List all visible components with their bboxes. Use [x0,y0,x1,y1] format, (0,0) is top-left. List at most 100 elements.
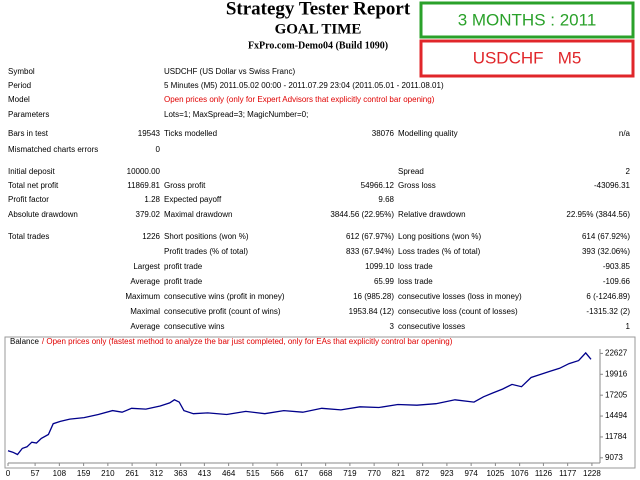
info-label: Parameters [8,110,49,119]
report-subtitle: GOAL TIME [275,21,362,37]
stat-label: consecutive losses [398,322,465,331]
stat-value: 1099.10 [365,262,394,271]
x-tick-label: 363 [174,469,188,478]
stat-label: loss trade [398,277,433,286]
x-tick-label: 108 [53,469,67,478]
chart-subtitle: / Open prices only (fastest method to an… [42,337,453,346]
stat-value: 2 [626,167,631,176]
stat-value: 0 [156,145,161,154]
info-label: Period [8,81,31,90]
stat-value: 614 (67.92%) [582,232,630,241]
stat-value: Average [130,322,160,331]
stat-label: Expected payoff [164,195,222,204]
x-tick-label: 872 [416,469,430,478]
stat-value: 54966.12 [361,181,395,190]
stat-label: consecutive wins (profit in money) [164,292,285,301]
period-badge [419,1,635,39]
stat-label: consecutive loss (count of losses) [398,307,518,316]
stat-label: profit trade [164,277,203,286]
stat-label: Mismatched charts errors [8,145,98,154]
stat-label: Total trades [8,232,49,241]
stat-value: 1226 [142,232,160,241]
stat-value: Maximal [130,307,160,316]
chart-frame [4,336,636,469]
stat-value: 612 (67.97%) [346,232,394,241]
info-value: USDCHF (US Dollar vs Swiss Franc) [164,67,295,76]
stat-value: 1953.84 (12) [349,307,395,316]
stat-value: 393 (32.06%) [582,247,630,256]
stat-value: -1315.32 (2) [586,307,630,316]
x-tick-label: 1126 [535,469,553,478]
stat-value: Maximum [125,292,160,301]
pair-badge-text: USDCHF M5 [473,48,582,67]
stat-value: 6 (-1246.89) [586,292,630,301]
stat-label: Spread [398,167,424,176]
stat-value: 11869.81 [127,181,160,190]
x-tick-label: 668 [319,469,333,478]
x-tick-label: 770 [367,469,381,478]
stat-value: 1 [626,322,631,331]
stat-value: 833 (67.94%) [346,247,394,256]
server-info: FxPro.com-Demo04 (Build 1090) [248,40,388,51]
balance-line [7,351,592,456]
stat-label: Short positions (won %) [164,232,249,241]
x-tick-label: 1177 [559,469,577,478]
x-tick-label: 57 [31,469,40,478]
y-tick-label: 11784 [605,432,627,441]
x-tick-label: 210 [101,469,115,478]
period-badge-text: 3 MONTHS : 2011 [458,10,597,29]
stat-label: consecutive profit (count of wins) [164,307,281,316]
info-value: Open prices only (only for Expert Adviso… [164,95,435,104]
x-tick-label: 159 [77,469,91,478]
stat-label: Relative drawdown [398,210,466,219]
y-tick-label: 14494 [605,411,628,420]
stat-value: 3 [390,322,395,331]
x-tick-label: 312 [150,469,164,478]
x-tick-label: 1228 [583,469,601,478]
report-title: Strategy Tester Report [226,0,411,19]
stat-value: 9.68 [378,195,394,204]
stat-label: consecutive losses (loss in money) [398,292,522,301]
stat-label: profit trade [164,262,203,271]
info-label: Model [8,95,30,104]
stat-value: 65.99 [374,277,395,286]
x-tick-label: 261 [125,469,139,478]
info-value: 5 Minutes (M5) 2011.05.02 00:00 - 2011.0… [164,81,444,90]
x-tick-label: 974 [464,469,478,478]
stat-label: Maximal drawdown [164,210,232,219]
stat-value: -109.66 [603,277,631,286]
stat-label: loss trade [398,262,433,271]
x-tick-label: 413 [198,469,212,478]
stat-label: Gross profit [164,181,206,190]
y-tick-label: 17205 [605,390,628,399]
y-tick-label: 9073 [605,453,623,462]
stat-value: -43096.31 [594,181,631,190]
x-tick-label: 617 [295,469,309,478]
stat-value: 379.02 [136,210,161,219]
stat-value: 3844.56 (22.95%) [330,210,394,219]
legend-entry: Balance [10,337,39,346]
stat-label: Loss trades (% of total) [398,247,481,256]
stat-label: Profit trades (% of total) [164,247,248,256]
info-label: Symbol [8,67,35,76]
stat-label: Bars in test [8,129,49,138]
stat-value: n/a [619,129,631,138]
x-tick-label: 515 [246,469,260,478]
stat-value: 38076 [372,129,395,138]
stat-value: -903.85 [603,262,631,271]
stat-label: Modelling quality [398,129,458,138]
x-tick-label: 719 [343,469,357,478]
stat-label: Total net profit [8,181,59,190]
stat-label: Absolute drawdown [8,210,78,219]
stat-value: Average [130,277,160,286]
stat-value: 16 (985.28) [353,292,394,301]
x-tick-label: 0 [6,469,11,478]
x-tick-label: 1025 [486,469,504,478]
x-tick-label: 464 [222,469,236,478]
stat-value: 10000.00 [127,167,161,176]
stat-value: Largest [133,262,160,271]
stat-label: Long positions (won %) [398,232,481,241]
x-tick-label: 566 [270,469,284,478]
y-tick-label: 19916 [605,369,628,378]
